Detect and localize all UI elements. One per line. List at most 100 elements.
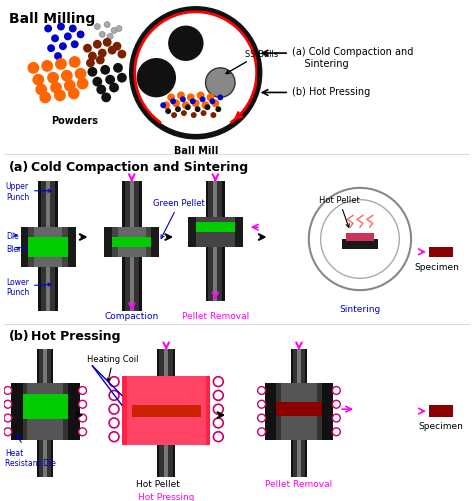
Circle shape xyxy=(116,27,122,33)
Bar xyxy=(196,218,235,247)
Circle shape xyxy=(181,111,187,117)
Circle shape xyxy=(105,76,115,85)
Circle shape xyxy=(69,57,81,69)
Circle shape xyxy=(168,27,203,62)
Circle shape xyxy=(201,102,210,110)
Circle shape xyxy=(320,200,399,279)
Circle shape xyxy=(207,94,214,102)
Bar xyxy=(41,181,55,228)
Circle shape xyxy=(215,107,221,113)
Circle shape xyxy=(109,84,119,93)
Circle shape xyxy=(217,95,223,101)
Circle shape xyxy=(77,79,89,90)
Bar xyxy=(164,350,168,376)
Text: (a): (a) xyxy=(9,161,29,174)
Bar xyxy=(159,350,173,376)
Circle shape xyxy=(4,428,12,436)
Circle shape xyxy=(132,10,260,137)
Bar xyxy=(23,395,68,419)
Circle shape xyxy=(213,377,223,387)
Bar xyxy=(213,247,217,302)
Bar xyxy=(37,350,53,383)
Text: Blend: Blend xyxy=(6,245,27,254)
Circle shape xyxy=(79,387,87,395)
Circle shape xyxy=(36,85,47,96)
Bar xyxy=(276,402,321,416)
Circle shape xyxy=(71,41,79,49)
Text: Hot Pressing: Hot Pressing xyxy=(31,329,121,342)
Circle shape xyxy=(172,100,180,108)
Circle shape xyxy=(93,41,102,50)
Text: Heating Coil: Heating Coil xyxy=(88,354,139,382)
Circle shape xyxy=(175,107,181,113)
Circle shape xyxy=(197,92,205,100)
Bar xyxy=(38,181,58,228)
Circle shape xyxy=(213,391,223,400)
Circle shape xyxy=(4,387,12,395)
Circle shape xyxy=(79,400,87,408)
Circle shape xyxy=(213,432,223,442)
Circle shape xyxy=(177,92,185,100)
Circle shape xyxy=(112,43,121,52)
Circle shape xyxy=(210,99,215,105)
Text: (b) Hot Pressing: (b) Hot Pressing xyxy=(292,86,370,96)
Bar xyxy=(291,440,307,477)
Circle shape xyxy=(332,400,340,408)
Bar xyxy=(213,181,217,218)
Text: Ball Mill: Ball Mill xyxy=(173,145,218,155)
Circle shape xyxy=(32,75,44,86)
Circle shape xyxy=(57,24,65,32)
Circle shape xyxy=(109,418,119,428)
Text: Lower
Punch: Lower Punch xyxy=(6,277,51,296)
Bar xyxy=(157,350,175,376)
Circle shape xyxy=(117,74,127,84)
Circle shape xyxy=(137,59,176,98)
Circle shape xyxy=(200,97,206,103)
Bar xyxy=(293,350,305,383)
Text: Hot Pressing: Hot Pressing xyxy=(138,492,194,501)
Bar xyxy=(293,440,305,477)
Circle shape xyxy=(54,90,66,102)
Circle shape xyxy=(332,428,340,436)
Circle shape xyxy=(51,36,59,43)
Bar xyxy=(188,218,243,247)
Bar xyxy=(297,350,301,383)
Circle shape xyxy=(258,414,265,422)
Bar xyxy=(28,228,68,267)
Bar xyxy=(342,239,378,249)
Circle shape xyxy=(27,63,39,75)
Text: Specimen: Specimen xyxy=(414,262,459,271)
Bar xyxy=(35,228,62,267)
Circle shape xyxy=(332,414,340,422)
Bar xyxy=(122,181,142,228)
Circle shape xyxy=(103,39,111,48)
Text: Hot Pellet: Hot Pellet xyxy=(319,196,359,228)
Circle shape xyxy=(64,34,72,41)
Bar xyxy=(46,267,50,311)
Bar xyxy=(118,228,146,257)
Bar xyxy=(281,383,317,440)
Circle shape xyxy=(182,102,190,110)
Circle shape xyxy=(258,400,265,408)
Bar xyxy=(43,440,47,477)
Bar xyxy=(125,181,138,228)
Circle shape xyxy=(118,51,127,60)
Circle shape xyxy=(109,404,119,414)
Circle shape xyxy=(213,404,223,414)
Circle shape xyxy=(109,377,119,387)
Circle shape xyxy=(47,45,55,53)
Bar xyxy=(112,237,151,247)
Circle shape xyxy=(79,428,87,436)
Circle shape xyxy=(61,71,73,83)
Circle shape xyxy=(50,83,62,94)
Bar xyxy=(43,350,47,383)
Circle shape xyxy=(99,33,105,38)
Circle shape xyxy=(170,99,176,105)
Circle shape xyxy=(195,107,201,113)
Text: (a) Cold Compaction and
    Sintering: (a) Cold Compaction and Sintering xyxy=(292,47,413,69)
Bar xyxy=(112,228,151,257)
Bar xyxy=(122,376,210,445)
Circle shape xyxy=(69,26,77,34)
Bar xyxy=(125,257,138,311)
Text: (b): (b) xyxy=(9,329,29,342)
